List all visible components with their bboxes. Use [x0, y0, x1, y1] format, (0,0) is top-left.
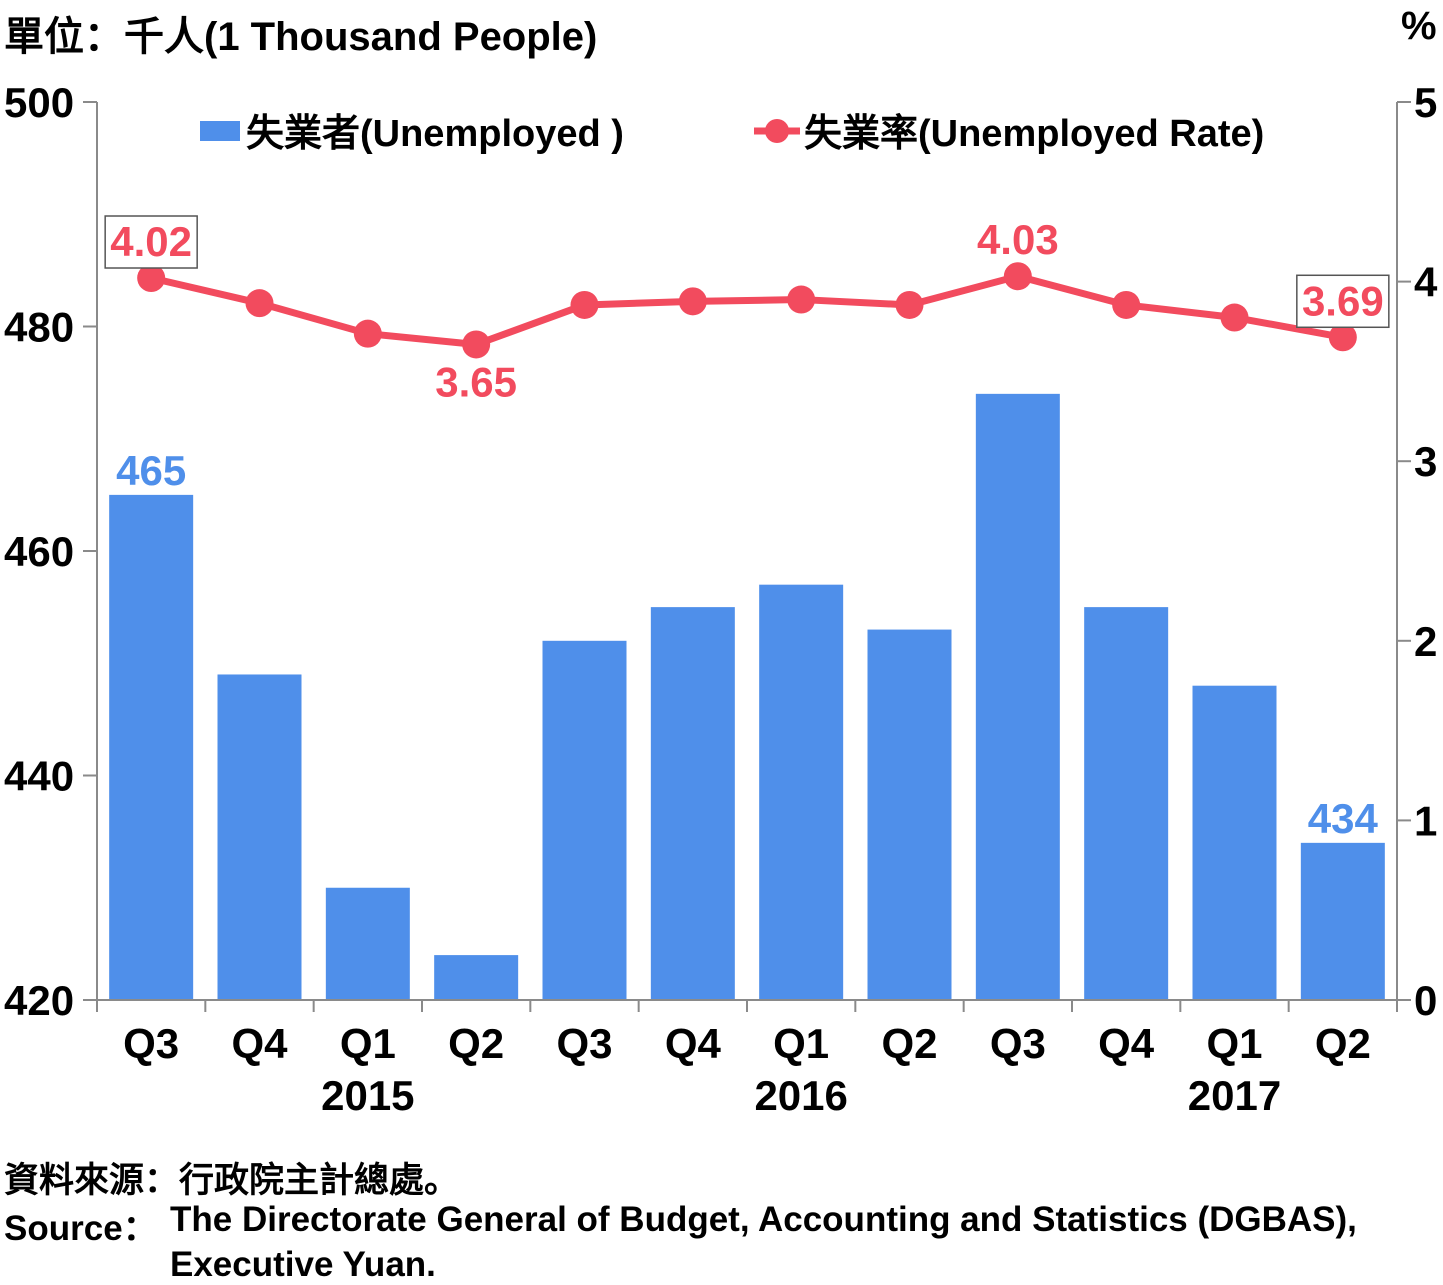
rate-point-8 — [1003, 262, 1032, 291]
x-tick-label-5: Q4 — [665, 1020, 722, 1067]
legend-bar-swatch — [200, 121, 240, 141]
unit-right-label: % — [1401, 4, 1437, 48]
x-tick-label-11: Q2 — [1315, 1020, 1371, 1067]
bar-8 — [975, 393, 1060, 1001]
axes: 420 440 460 480 500 0 1 2 3 4 5 Q3 Q4 Q1 Q2 Q3 Q4 Q1 Q2 Q3 Q… — [4, 79, 1438, 1119]
legend-line-marker — [765, 119, 789, 143]
bar-11 — [1300, 842, 1385, 1000]
bar-6 — [759, 584, 844, 1000]
rate-point-4 — [570, 290, 599, 319]
bar-data-label-11: 434 — [1308, 795, 1379, 842]
source-en-line2: Executive Yuan. — [170, 1245, 436, 1284]
rate-point-6 — [787, 285, 816, 314]
legend-bar-label: 失業者(Unemployed ) — [246, 113, 624, 155]
rate-point-11 — [1328, 323, 1357, 352]
bar-0 — [109, 494, 194, 1000]
left-tick-label-1: 440 — [4, 753, 74, 800]
bar-7 — [867, 629, 952, 1000]
bar-9 — [1084, 607, 1169, 1000]
rate-data-label-11: 3.69 — [1302, 277, 1384, 324]
x-tick-label-1: Q4 — [231, 1020, 288, 1067]
source-en-label: Source： — [4, 1209, 158, 1248]
rate-data-label-3: 3.65 — [435, 358, 517, 405]
rate-line — [150, 272, 1344, 348]
x-tick-label-7: Q2 — [881, 1020, 937, 1067]
left-tick-label-4: 500 — [4, 79, 74, 126]
rate-point-9 — [1112, 290, 1141, 319]
bar-3 — [434, 955, 519, 1000]
year-label-1: 2016 — [754, 1072, 847, 1119]
rate-point-5 — [678, 287, 707, 316]
rate-point-10 — [1220, 303, 1249, 332]
year-label-0: 2015 — [321, 1072, 414, 1119]
source-en-line1: The Directorate General of Budget, Accou… — [170, 1200, 1357, 1239]
data-labels: 465 434 4.02 3.65 4.03 3.69 — [104, 215, 1390, 842]
right-tick-label-2: 2 — [1414, 618, 1437, 665]
rate-point-1 — [245, 289, 274, 318]
unit-left-label: 單位：千人(1 Thousand People) — [4, 15, 598, 59]
left-tick-label-0: 420 — [4, 977, 74, 1024]
rate-data-label-0: 4.02 — [110, 218, 192, 265]
right-tick-label-0: 0 — [1414, 977, 1437, 1024]
x-tick-label-2: Q1 — [340, 1020, 396, 1067]
right-tick-label-5: 5 — [1414, 79, 1437, 126]
x-tick-label-8: Q3 — [990, 1020, 1046, 1067]
line-series — [137, 262, 1357, 359]
rate-point-0 — [137, 264, 166, 293]
x-tick-label-10: Q1 — [1206, 1020, 1262, 1067]
rate-point-3 — [462, 330, 491, 359]
left-tick-label-2: 460 — [4, 528, 74, 575]
x-tick-label-3: Q2 — [448, 1020, 504, 1067]
rate-point-2 — [353, 319, 382, 348]
rate-point-7 — [895, 290, 924, 319]
x-tick-label-4: Q3 — [556, 1020, 612, 1067]
legend: 失業者(Unemployed ) 失業率(Unemployed Rate) — [200, 113, 1264, 155]
bar-4 — [542, 640, 627, 1000]
year-label-2: 2017 — [1188, 1072, 1281, 1119]
bar-2 — [325, 887, 410, 1000]
bar-series — [109, 393, 1385, 1001]
rate-label-box-0 — [104, 215, 198, 269]
right-tick-label-1: 1 — [1414, 797, 1437, 844]
bar-1 — [217, 674, 302, 1000]
legend-line-label: 失業率(Unemployed Rate) — [804, 113, 1264, 155]
bar-10 — [1192, 685, 1277, 1000]
rate-data-label-8: 4.03 — [977, 216, 1059, 263]
right-tick-label-3: 3 — [1414, 438, 1437, 485]
rate-label-box-11 — [1296, 274, 1390, 329]
bar-5 — [650, 607, 735, 1000]
left-tick-label-3: 480 — [4, 304, 74, 351]
source-en: Source： The Directorate General of Budge… — [4, 1200, 1357, 1251]
bar-data-label-0: 465 — [116, 447, 186, 494]
x-tick-label-6: Q1 — [773, 1020, 829, 1067]
x-tick-label-0: Q3 — [123, 1020, 179, 1067]
source-zh: 資料來源：行政院主計總處。 — [4, 1161, 460, 1200]
right-tick-label-4: 4 — [1414, 259, 1438, 306]
x-tick-label-9: Q4 — [1098, 1020, 1155, 1067]
